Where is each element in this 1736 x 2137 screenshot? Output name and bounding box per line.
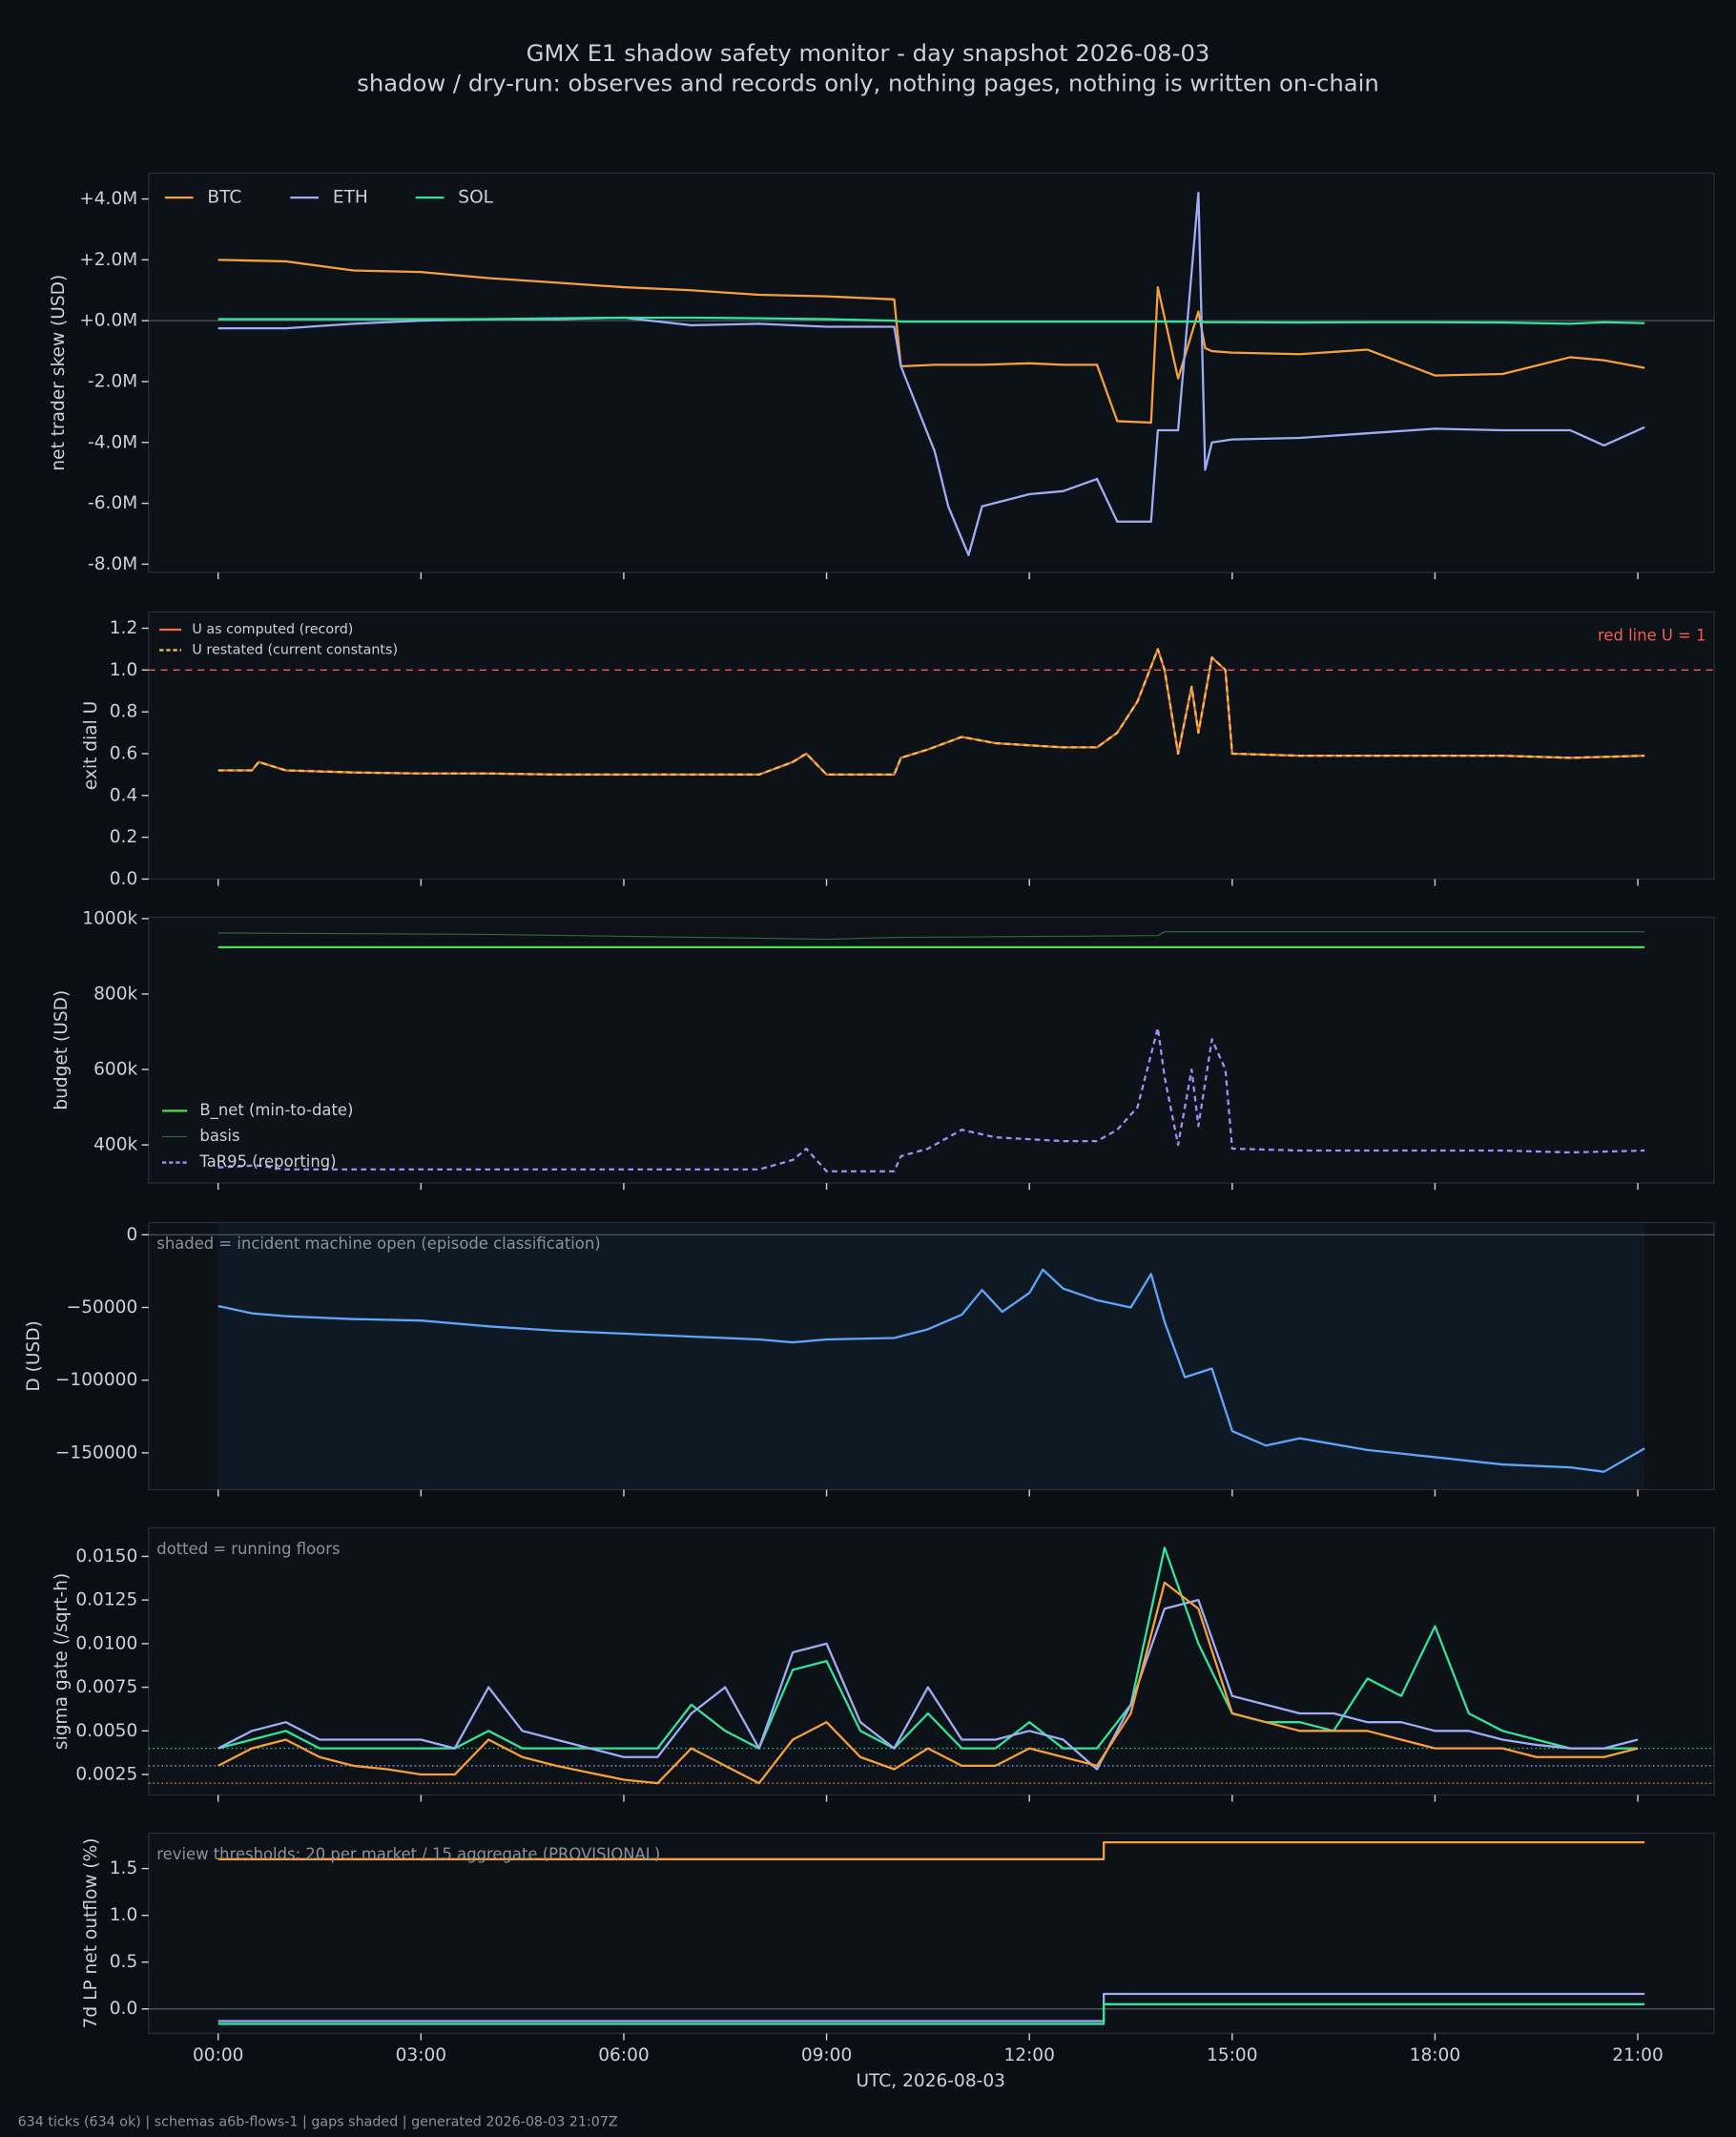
title: GMX E1 shadow safety monitor - day snaps… <box>527 39 1210 67</box>
panel <box>148 611 1715 881</box>
series-line <box>217 931 1645 941</box>
footer: 634 ticks (634 ok) | schemas a6b-flows-1… <box>18 2114 618 2129</box>
y-tick-label: 0.0 <box>110 1999 138 2019</box>
shaded-region <box>217 1223 1645 1489</box>
y-tick-label: 400k <box>93 1135 137 1155</box>
legend-label: BTC <box>207 188 241 208</box>
y-axis-label: D (USD) <box>24 1320 44 1391</box>
panel <box>148 1526 1715 1796</box>
y-tick-label: −100000 <box>55 1370 137 1390</box>
y-tick-label: 0.8 <box>110 702 138 722</box>
y-tick-label: −50000 <box>67 1297 138 1317</box>
y-tick-label: 600k <box>93 1059 137 1079</box>
panel <box>148 172 1715 573</box>
y-tick-label: +4.0M <box>79 189 137 209</box>
y-tick-label: 1.5 <box>110 1858 138 1878</box>
legend-label: SOL <box>458 188 493 208</box>
y-tick-label: 0.0050 <box>75 1721 137 1741</box>
series-line <box>217 1268 1645 1473</box>
panel <box>148 916 1715 1184</box>
x-tick-label: 09:00 <box>801 2045 853 2065</box>
annotation: shaded = incident machine open (episode … <box>156 1234 600 1253</box>
y-tick-label: 0.2 <box>110 827 138 847</box>
y-tick-label: 800k <box>93 984 137 1004</box>
y-tick-label: -2.0M <box>88 371 137 391</box>
series-line <box>217 316 1645 325</box>
annotation: dotted = running floors <box>156 1540 340 1558</box>
y-tick-label: 1000k <box>82 908 137 928</box>
x-tick-label: 12:00 <box>1003 2045 1055 2065</box>
y-tick-label: 1.0 <box>110 1905 138 1925</box>
y-tick-label: −150000 <box>55 1442 137 1463</box>
y-tick-label: 0.5 <box>110 1952 138 1972</box>
x-axis-label: UTC, 2026-08-03 <box>856 2071 1004 2091</box>
x-tick-label: 18:00 <box>1410 2045 1461 2065</box>
y-tick-label: +0.0M <box>79 311 137 331</box>
series-line <box>217 1841 1645 1860</box>
series-line <box>217 2002 1645 2025</box>
y-axis-label: budget (USD) <box>52 990 72 1110</box>
y-tick-label: 0 <box>126 1225 137 1245</box>
x-tick-label: 06:00 <box>598 2045 650 2065</box>
y-axis-label: exit dial U <box>81 701 101 790</box>
subtitle: shadow / dry-run: observes and records o… <box>357 70 1379 97</box>
legend-label: U restated (current constants) <box>192 642 398 657</box>
series-line <box>217 259 1645 425</box>
series-line <box>217 1599 1639 1771</box>
annotation: review thresholds: 20 per market / 15 ag… <box>156 1845 660 1863</box>
legend-label: TaR95 (reporting) <box>198 1152 336 1171</box>
panel <box>148 1832 1715 2035</box>
y-tick-label: 0.0075 <box>75 1677 137 1697</box>
x-tick-label: 21:00 <box>1612 2045 1663 2065</box>
annotation: red line U = 1 <box>1598 627 1706 645</box>
y-tick-label: 0.0025 <box>75 1765 137 1785</box>
legend-label: ETH <box>333 188 368 208</box>
y-axis-label: net trader skew (USD) <box>49 275 69 471</box>
y-tick-label: +2.0M <box>79 250 137 270</box>
legend-label: basis <box>199 1127 239 1145</box>
legend-label: B_net (min-to-date) <box>199 1101 353 1120</box>
legend-label: U as computed (record) <box>192 622 353 637</box>
y-tick-label: 1.0 <box>110 660 138 680</box>
y-tick-label: 0.6 <box>110 743 138 763</box>
series-line <box>217 648 1645 777</box>
y-tick-label: 0.0150 <box>75 1546 137 1566</box>
y-tick-label: -6.0M <box>88 493 137 513</box>
y-tick-label: 0.0 <box>110 869 138 889</box>
y-axis-label: sigma gate (/sqrt-h) <box>52 1573 72 1750</box>
y-tick-label: -4.0M <box>88 432 137 452</box>
series-line <box>217 1027 1645 1172</box>
x-tick-label: 15:00 <box>1207 2045 1258 2065</box>
x-tick-label: 00:00 <box>193 2045 244 2065</box>
series-line <box>217 1581 1639 1785</box>
y-tick-label: -8.0M <box>88 554 137 574</box>
y-tick-label: 0.0125 <box>75 1590 137 1610</box>
y-axis-label: 7d LP net outflow (%) <box>81 1837 101 2028</box>
x-tick-label: 03:00 <box>396 2045 447 2065</box>
y-tick-label: 0.4 <box>110 785 138 805</box>
y-tick-label: 1.2 <box>110 618 138 638</box>
y-tick-label: 0.0100 <box>75 1633 137 1653</box>
